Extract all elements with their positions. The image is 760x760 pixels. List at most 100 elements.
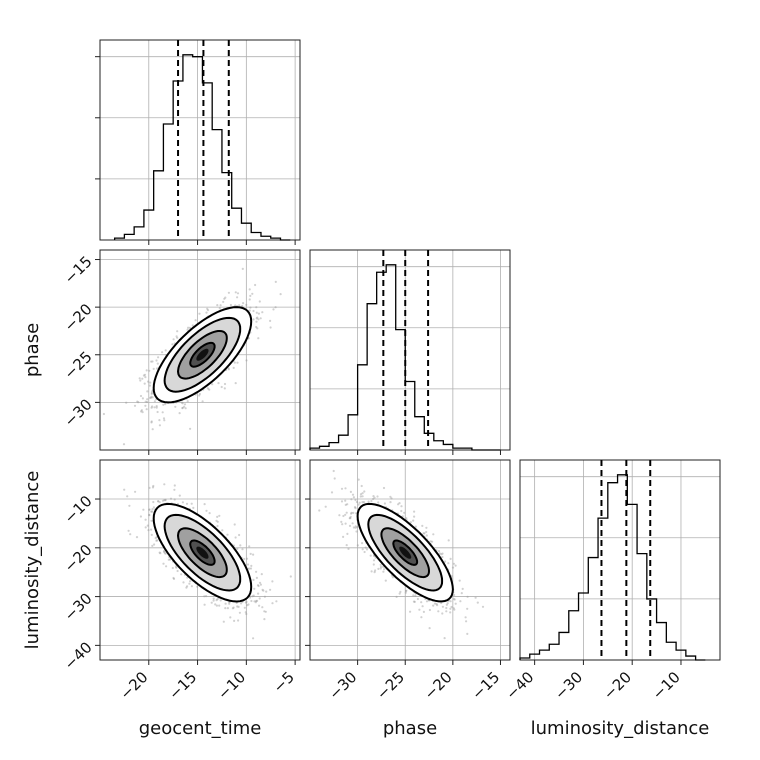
- scatter-geocent-time-vs-luminosity-distance-point: [203, 603, 206, 606]
- scatter-phase-vs-luminosity-distance-point: [452, 562, 455, 565]
- scatter-geocent-time-vs-phase-point: [220, 385, 223, 389]
- scatter-geocent-time-vs-luminosity-distance-point: [139, 515, 142, 518]
- y-luminosity-distance-ytick-label-0: −40: [61, 638, 96, 673]
- scatter-phase-vs-luminosity-distance-point: [354, 507, 357, 510]
- scatter-phase-vs-luminosity-distance-point: [370, 570, 373, 573]
- scatter-geocent-time-vs-luminosity-distance-point: [190, 585, 193, 588]
- scatter-phase-vs-luminosity-distance-point: [376, 495, 379, 498]
- scatter-phase-vs-luminosity-distance-point: [400, 505, 403, 508]
- scatter-geocent-time-vs-luminosity-distance-point: [262, 589, 265, 592]
- scatter-geocent-time-vs-luminosity-distance-point: [245, 612, 248, 616]
- hist-luminosity-distance-grid: [520, 460, 720, 660]
- scatter-geocent-time-vs-luminosity-distance-point: [247, 603, 250, 606]
- scatter-phase-vs-luminosity-distance-contour-3: [392, 539, 419, 566]
- scatter-geocent-time-vs-luminosity-distance-point: [128, 504, 131, 507]
- scatter-phase-vs-luminosity-distance-point: [454, 602, 457, 605]
- scatter-phase-vs-luminosity-distance-point: [451, 566, 455, 569]
- scatter-phase-vs-luminosity-distance-point: [405, 589, 408, 592]
- scatter-geocent-time-vs-luminosity-distance-point: [152, 500, 155, 504]
- scatter-phase-vs-luminosity-distance-point: [441, 555, 444, 559]
- scatter-geocent-time-vs-luminosity-distance-point: [245, 557, 249, 560]
- scatter-geocent-time-vs-phase-point: [186, 400, 189, 403]
- scatter-geocent-time-vs-luminosity-distance-point: [248, 545, 251, 548]
- scatter-geocent-time-vs-luminosity-distance-point: [271, 580, 274, 583]
- scatter-phase-vs-luminosity-distance-point: [447, 562, 450, 565]
- scatter-geocent-time-vs-phase-point: [142, 374, 145, 377]
- scatter-geocent-time-vs-luminosity-distance-point: [148, 513, 151, 517]
- scatter-geocent-time-vs-luminosity-distance-point: [244, 601, 247, 604]
- scatter-geocent-time-vs-luminosity-distance-point: [263, 610, 266, 613]
- scatter-phase-vs-luminosity-distance-point: [372, 559, 376, 562]
- scatter-geocent-time-vs-luminosity-distance-point: [263, 595, 266, 598]
- scatter-phase-vs-luminosity-distance-point: [414, 525, 417, 528]
- scatter-geocent-time-vs-luminosity-distance-point: [240, 602, 243, 605]
- scatter-geocent-time-vs-luminosity-distance-point: [163, 483, 166, 486]
- scatter-phase-vs-luminosity-distance-contour-1: [367, 513, 444, 592]
- scatter-geocent-time-vs-luminosity-distance-frame: [99, 459, 301, 661]
- scatter-geocent-time-vs-phase-point: [151, 390, 154, 393]
- scatter-geocent-time-vs-phase-point: [164, 349, 167, 352]
- scatter-phase-vs-luminosity-distance-point: [399, 590, 402, 594]
- scatter-geocent-time-vs-phase-point: [155, 367, 159, 370]
- scatter-geocent-time-vs-luminosity-distance-point: [205, 509, 208, 512]
- scatter-phase-vs-luminosity-distance-point: [350, 498, 353, 501]
- scatter-geocent-time-vs-luminosity-distance-point: [172, 576, 175, 580]
- scatter-geocent-time-vs-luminosity-distance-point: [142, 508, 145, 511]
- scatter-geocent-time-vs-luminosity-distance-point: [158, 501, 161, 504]
- scatter-geocent-time-vs-phase-point: [245, 303, 248, 306]
- scatter-geocent-time-vs-luminosity-distance-point: [203, 595, 206, 598]
- scatter-phase-vs-luminosity-distance-point: [344, 499, 347, 502]
- y-phase-ytick-label-2: −20: [61, 300, 96, 335]
- scatter-geocent-time-vs-phase-point: [227, 291, 230, 294]
- scatter-geocent-time-vs-luminosity-distance-point: [180, 573, 183, 576]
- scatter-geocent-time-vs-luminosity-distance-point: [250, 599, 253, 603]
- scatter-geocent-time-vs-phase-point: [158, 419, 161, 422]
- scatter-geocent-time-vs-phase-point: [145, 369, 148, 372]
- scatter-geocent-time-vs-luminosity-distance-point: [159, 552, 162, 555]
- scatter-phase-vs-luminosity-distance-point: [359, 495, 362, 498]
- scatter-geocent-time-vs-phase-point: [102, 412, 105, 416]
- scatter-phase-vs-luminosity-distance-point: [432, 533, 435, 536]
- scatter-geocent-time-vs-luminosity-distance-point: [210, 601, 213, 604]
- scatter-phase-vs-luminosity-distance-point: [398, 592, 401, 595]
- scatter-geocent-time-vs-phase-point: [153, 400, 156, 403]
- scatter-geocent-time-vs-phase-point: [206, 387, 209, 390]
- scatter-geocent-time-vs-phase-point: [143, 382, 146, 385]
- scatter-geocent-time-vs-luminosity-distance-point: [171, 566, 174, 570]
- scatter-geocent-time-vs-phase-point: [184, 407, 187, 410]
- scatter-geocent-time-vs-phase-point: [252, 309, 255, 313]
- x-tick-label-geocent-time-0: −20: [116, 668, 151, 703]
- scatter-geocent-time-vs-luminosity-distance-point: [178, 494, 181, 497]
- scatter-geocent-time-vs-phase-point: [151, 360, 154, 363]
- scatter-geocent-time-vs-luminosity-distance-point: [126, 495, 129, 498]
- scatter-phase-vs-luminosity-distance-point: [405, 517, 408, 520]
- scatter-phase-vs-luminosity-distance-point: [400, 509, 403, 513]
- scatter-geocent-time-vs-phase-point: [255, 311, 258, 314]
- scatter-geocent-time-vs-luminosity-distance-point: [271, 602, 274, 605]
- x-axis-label-phase: phase: [383, 718, 437, 739]
- scatter-geocent-time-vs-luminosity-distance-point: [151, 486, 155, 489]
- scatter-geocent-time-vs-luminosity-distance-point: [255, 576, 258, 580]
- scatter-geocent-time-vs-luminosity-distance-point: [246, 563, 250, 566]
- scatter-phase-vs-luminosity-distance-point: [403, 511, 406, 514]
- scatter-geocent-time-vs-luminosity-distance-point: [237, 605, 240, 609]
- scatter-geocent-time-vs-phase-point: [229, 303, 232, 307]
- scatter-phase-vs-luminosity-distance-point: [318, 509, 321, 512]
- scatter-phase-vs-luminosity-distance-point: [342, 514, 345, 518]
- scatter-geocent-time-vs-phase-point: [189, 427, 192, 430]
- scatter-phase-vs-luminosity-distance-point: [412, 519, 415, 522]
- scatter-phase-vs-luminosity-distance-point: [357, 478, 360, 481]
- scatter-geocent-time-vs-luminosity-distance-point: [212, 597, 215, 600]
- scatter-geocent-time-vs-phase-point: [151, 405, 154, 408]
- scatter-phase-vs-luminosity-distance-point: [474, 596, 477, 599]
- scatter-phase-vs-luminosity-distance-point: [353, 506, 357, 509]
- scatter-geocent-time-vs-phase-point: [150, 395, 153, 398]
- scatter-geocent-time-vs-luminosity-distance-point: [252, 578, 255, 582]
- scatter-geocent-time-vs-phase-point: [238, 304, 241, 307]
- scatter-geocent-time-vs-phase-points: [102, 267, 282, 446]
- scatter-geocent-time-vs-luminosity-distance-point: [226, 533, 229, 536]
- hist-phase-frame: [309, 249, 511, 451]
- scatter-phase-vs-luminosity-distance-point: [460, 592, 463, 595]
- scatter-geocent-time-vs-luminosity-distance-point: [163, 549, 166, 553]
- scatter-phase-vs-luminosity-distance-point: [344, 522, 347, 525]
